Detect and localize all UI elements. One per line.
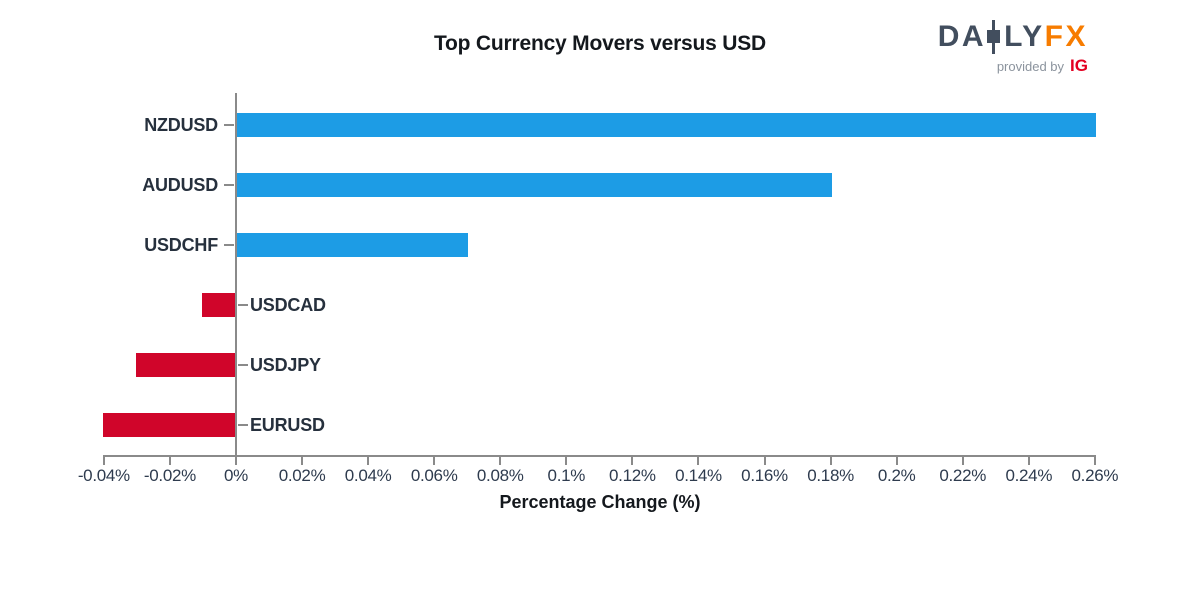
x-tick: [367, 455, 370, 465]
brand-text-da: DA: [937, 20, 987, 53]
x-tick: [1093, 455, 1096, 465]
bar-usdcad: [201, 293, 235, 317]
bar-label-usdjpy: USDJPY: [250, 355, 321, 375]
chart-title: Top Currency Movers versus USD: [433, 32, 767, 55]
y-tick: [238, 424, 248, 426]
x-tick-label: 0.02%: [278, 466, 326, 485]
candle-body: [987, 30, 1001, 43]
ig-logo: IG: [1070, 56, 1088, 75]
bar-label-usdchf: USDCHF: [144, 235, 218, 255]
brand-text-fx: FX: [1044, 20, 1088, 53]
x-tick-label: 0.14%: [675, 466, 722, 485]
provided-by: provided by IG: [938, 56, 1088, 76]
x-tick: [102, 455, 105, 465]
x-tick-label: 0.18%: [807, 466, 854, 485]
y-tick: [238, 364, 248, 366]
bar-usdjpy: [135, 353, 235, 377]
brand-text-ly: LY: [1004, 20, 1045, 53]
x-tick-label: 0.08%: [476, 466, 524, 485]
bar-label-audusd: AUDUSD: [142, 175, 218, 195]
x-axis-line: [103, 455, 1095, 457]
x-tick-label: 0.12%: [609, 466, 656, 485]
bar-eurusd: [102, 413, 235, 437]
zero-axis-line: [235, 93, 237, 465]
x-tick: [499, 455, 502, 465]
bar-audusd: [237, 173, 832, 197]
candlestick-icon: [987, 20, 1001, 54]
x-tick: [631, 455, 634, 465]
x-tick: [1027, 455, 1030, 465]
y-tick: [224, 244, 234, 246]
x-tick: [763, 455, 766, 465]
bar-label-eurusd: EURUSD: [250, 415, 325, 435]
bar-label-nzdusd: NZDUSD: [144, 115, 218, 135]
x-tick-label: 0.16%: [741, 466, 788, 485]
x-tick-label: 0.26%: [1071, 466, 1119, 485]
x-tick-label: 0%: [224, 466, 248, 485]
x-tick-label: 0.04%: [344, 466, 392, 485]
x-tick: [895, 455, 898, 465]
x-tick-label: -0.02%: [143, 466, 196, 485]
bar-usdchf: [237, 233, 469, 257]
x-tick: [829, 455, 832, 465]
provided-by-text: provided by: [996, 59, 1065, 74]
y-tick: [224, 124, 234, 126]
x-tick: [433, 455, 436, 465]
y-tick: [224, 184, 234, 186]
x-tick: [168, 455, 171, 465]
x-tick-label: -0.04%: [77, 466, 130, 485]
dailyfx-logo: DA LY FX provided by IG: [938, 20, 1088, 76]
x-tick-label: 0.2%: [877, 466, 916, 485]
x-tick: [565, 455, 568, 465]
x-tick: [697, 455, 700, 465]
x-tick: [301, 455, 304, 465]
x-tick-label: 0.06%: [410, 466, 458, 485]
x-tick-label: 0.24%: [1005, 466, 1053, 485]
x-tick: [961, 455, 964, 465]
bar-nzdusd: [237, 113, 1096, 137]
y-tick: [238, 304, 248, 306]
x-axis-label: Percentage Change (%): [499, 492, 701, 512]
bar-label-usdcad: USDCAD: [250, 295, 326, 315]
x-tick-label: 0.22%: [939, 466, 987, 485]
dailyfx-wordmark: DA LY FX: [938, 20, 1088, 54]
x-tick-label: 0.1%: [547, 466, 586, 485]
x-tick: [235, 455, 237, 465]
